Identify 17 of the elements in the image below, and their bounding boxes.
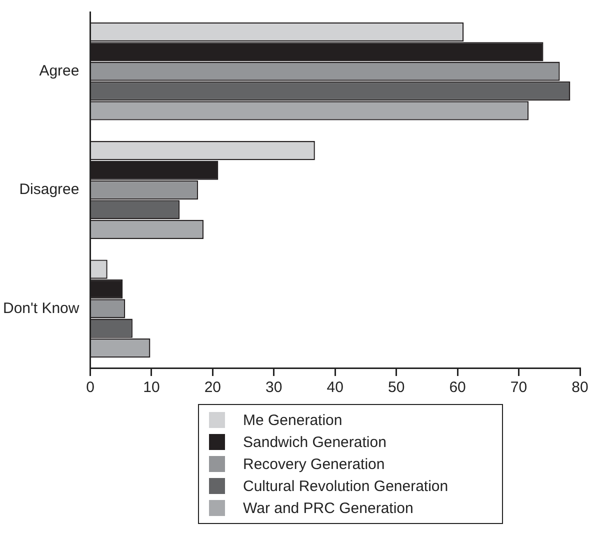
- x-tick-label: 30: [266, 379, 282, 396]
- legend-label: Sandwich Generation: [243, 434, 386, 450]
- legend-label: Recovery Generation: [243, 456, 385, 472]
- y-tick-label: Disagree: [19, 181, 80, 198]
- x-tick-label: 70: [510, 379, 528, 396]
- y-tick-label: Don't Know: [2, 300, 80, 317]
- x-tick-label: 60: [449, 379, 466, 396]
- y-tick-label: Agree: [39, 62, 80, 80]
- x-tick-label: 0: [86, 379, 94, 396]
- legend-label: Cultural Revolution Generation: [243, 478, 448, 494]
- legend-label: War and PRC Generation: [243, 500, 414, 516]
- x-tick-label: 50: [388, 379, 405, 396]
- x-tick-label: 20: [204, 379, 222, 396]
- x-tick-label: 40: [326, 379, 344, 396]
- x-tick-label: 10: [143, 379, 160, 396]
- legend-label: Me Generation: [243, 412, 342, 428]
- x-tick-label: 80: [572, 379, 588, 396]
